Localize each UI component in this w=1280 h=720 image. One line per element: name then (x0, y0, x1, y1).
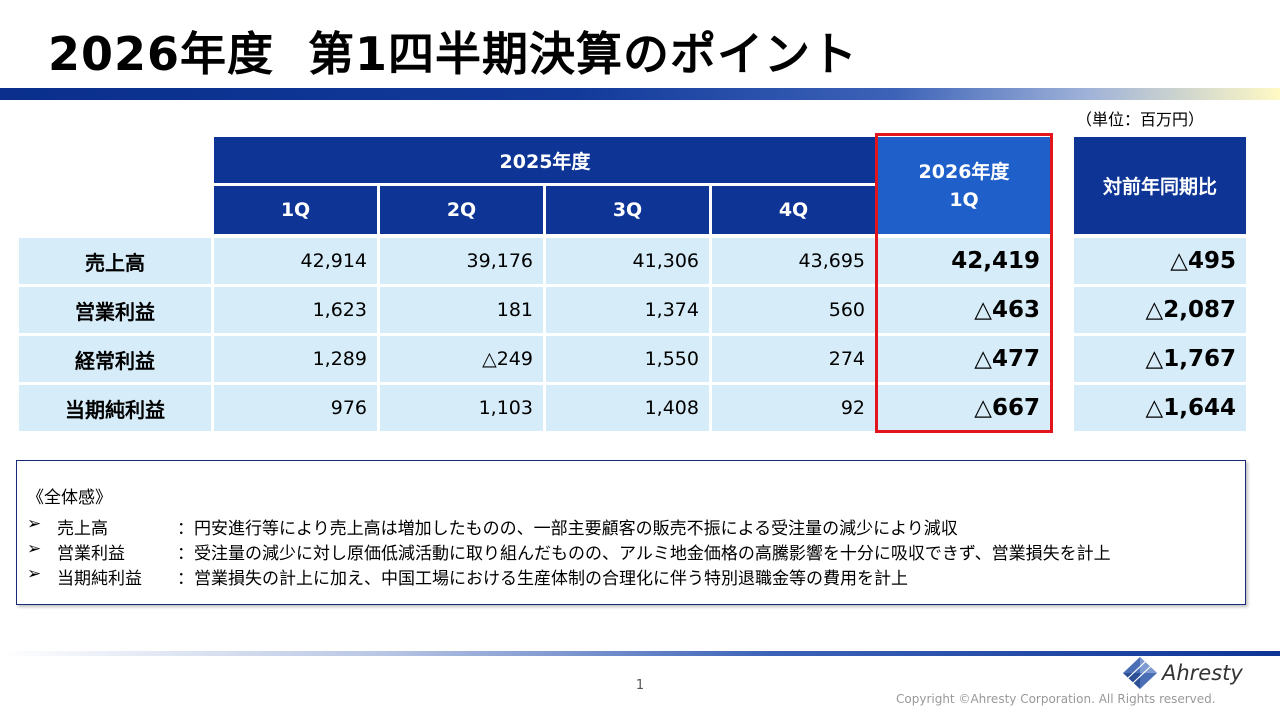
cell-operating-income-yoy: △2,087 (1074, 287, 1246, 333)
cell-operating-income-q1: 1,623 (214, 287, 377, 333)
cell-ordinary-income-q4: 274 (712, 336, 875, 382)
copyright-notice: Copyright ©Ahresty Corporation. All Righ… (896, 692, 1216, 706)
summary-item-label: 売上高 (57, 519, 108, 539)
arrow-bullet-icon: ➢ (27, 514, 42, 534)
title-divider (0, 88, 1280, 100)
title-subject: 第1四半期決算のポイント (308, 27, 859, 81)
cell-net-income-yoy: △1,644 (1074, 385, 1246, 431)
cell-operating-income-q3: 1,374 (546, 287, 709, 333)
title-fiscal-year: 2026年度 (48, 27, 275, 81)
cell-net-sales-q1: 42,914 (214, 238, 377, 284)
summary-item-text: ：受注量の減少に対し原価低減活動に取り組んだものの、アルミ地金価格の高騰影響を十… (177, 544, 1111, 564)
cell-net-income-current: △667 (878, 385, 1050, 431)
header-q3: 3Q (546, 186, 709, 234)
cell-net-sales-current: 42,419 (878, 238, 1050, 284)
summary-item-label: 当期純利益 (57, 569, 142, 589)
header-q1: 1Q (214, 186, 377, 234)
arrow-bullet-icon: ➢ (27, 539, 42, 559)
cell-ordinary-income-q1: 1,289 (214, 336, 377, 382)
cell-net-sales-q3: 41,306 (546, 238, 709, 284)
header-fy2026-q1: 2026年度 1Q (878, 137, 1050, 234)
cell-net-sales-q4: 43,695 (712, 238, 875, 284)
cell-ordinary-income-current: △477 (878, 336, 1050, 382)
row-label-net-income: 当期純利益 (19, 385, 211, 431)
cell-operating-income-q2: 181 (380, 287, 543, 333)
cell-ordinary-income-q2: △249 (380, 336, 543, 382)
header-yoy: 対前年同期比 (1074, 137, 1246, 234)
company-logo: Ahresty (1122, 656, 1243, 690)
unit-note: （単位：百万円） (1076, 110, 1205, 129)
summary-item-text: ：営業損失の計上に加え、中国工場における生産体制の合理化に伴う特別退職金等の費用… (177, 569, 908, 589)
page-title: 2026年度 第1四半期決算のポイント (48, 18, 858, 84)
summary-box: 《全体感》 ➢ 売上高 ：円安進行等により売上高は増加したものの、一部主要顧客の… (16, 460, 1246, 605)
header-q4: 4Q (712, 186, 875, 234)
cell-net-income-q1: 976 (214, 385, 377, 431)
row-label-ordinary-income: 経常利益 (19, 336, 211, 382)
cell-net-sales-q2: 39,176 (380, 238, 543, 284)
summary-item-text: ：円安進行等により売上高は増加したものの、一部主要顧客の販売不振による受注量の減… (177, 519, 958, 539)
cell-net-sales-yoy: △495 (1074, 238, 1246, 284)
header-fy2026-line2: 1Q (949, 188, 979, 211)
cell-ordinary-income-yoy: △1,767 (1074, 336, 1246, 382)
footer-divider (0, 651, 1280, 656)
diamond-logo-icon (1123, 657, 1157, 689)
summary-item: ➢ 当期純利益 ：営業損失の計上に加え、中国工場における生産体制の合理化に伴う特… (27, 564, 908, 589)
summary-item: ➢ 営業利益 ：受注量の減少に対し原価低減活動に取り組んだものの、アルミ地金価格… (27, 539, 1111, 564)
logo-wordmark: Ahresty (1162, 661, 1243, 685)
page-number: 1 (635, 678, 645, 693)
cell-operating-income-q4: 560 (712, 287, 875, 333)
header-q2: 2Q (380, 186, 543, 234)
summary-heading: 《全体感》 (27, 488, 112, 508)
cell-net-income-q4: 92 (712, 385, 875, 431)
cell-ordinary-income-q3: 1,550 (546, 336, 709, 382)
arrow-bullet-icon: ➢ (27, 564, 42, 584)
summary-item-label: 営業利益 (57, 544, 125, 564)
row-label-operating-income: 営業利益 (19, 287, 211, 333)
cell-operating-income-current: △463 (878, 287, 1050, 333)
cell-net-income-q3: 1,408 (546, 385, 709, 431)
header-fy2026-line1: 2026年度 (918, 160, 1010, 183)
header-fy2025: 2025年度 (214, 137, 876, 183)
cell-net-income-q2: 1,103 (380, 385, 543, 431)
row-label-net-sales: 売上高 (19, 238, 211, 284)
summary-item: ➢ 売上高 ：円安進行等により売上高は増加したものの、一部主要顧客の販売不振によ… (27, 514, 958, 539)
